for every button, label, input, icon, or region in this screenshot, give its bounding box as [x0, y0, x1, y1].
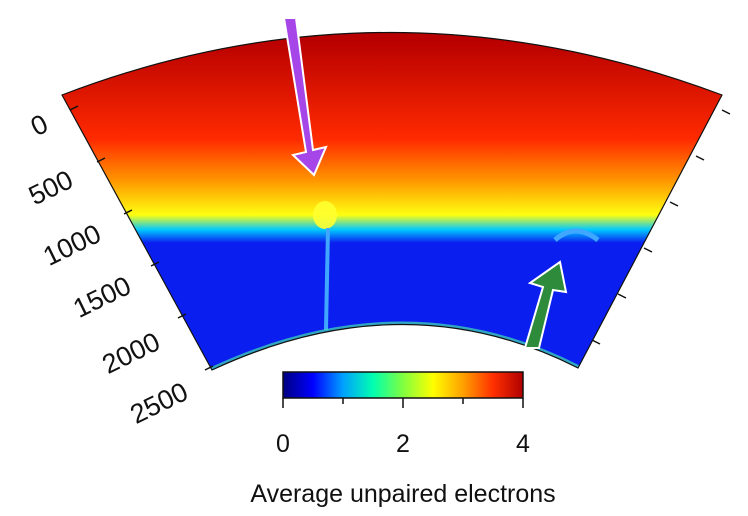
colorbar-tick-label-2: 2 [396, 430, 410, 458]
depth-label-1500: 1500 [68, 270, 135, 323]
plume-head [313, 201, 337, 229]
depth-label-2000: 2000 [97, 326, 164, 379]
depth-label-2500: 2500 [125, 376, 192, 429]
depth-ticks-right [591, 109, 731, 345]
transition-bump [553, 228, 600, 243]
depth-ticks-left [69, 105, 214, 371]
colorbar: 0 2 4 Average unpaired electrons [250, 371, 556, 508]
colorbar-title: Average unpaired electrons [250, 480, 555, 508]
depth-label-0: 0 [26, 108, 53, 142]
upwelling-arrow-icon [523, 260, 568, 349]
cross-section-field [62, 32, 722, 370]
colorbar-gradient [282, 371, 524, 399]
plume-stem [324, 227, 330, 331]
depth-label-500: 500 [24, 164, 78, 211]
colorbar-tick-label-4: 4 [516, 430, 530, 458]
colorbar-ticks [282, 398, 524, 408]
mantle-cross-section [61, 31, 723, 371]
cross-section-outline [61, 31, 723, 371]
depth-label-1000: 1000 [38, 218, 105, 271]
colorbar-tick-label-0: 0 [276, 430, 290, 458]
downwelling-arrow-icon [282, 17, 328, 177]
